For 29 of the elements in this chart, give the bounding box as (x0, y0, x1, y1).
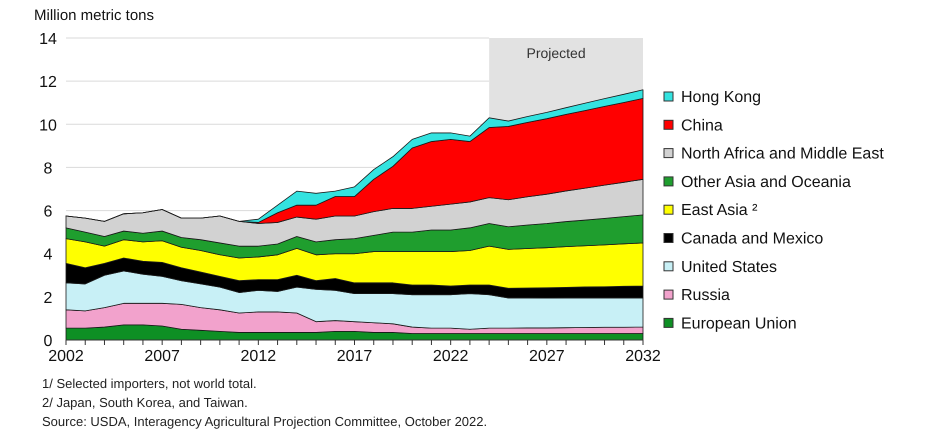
y-axis-title: Million metric tons (34, 7, 154, 24)
legend-label: Canada and Mexico (681, 230, 824, 248)
text: 2/ Japan, South Korea, and Taiwan. (42, 395, 248, 410)
x-tick-label: 2007 (144, 348, 180, 365)
x-tick-label: 2032 (625, 348, 661, 365)
legend-label: North Africa and Middle East (681, 146, 884, 163)
legend-label: Russia (681, 287, 730, 304)
y-tick-label: 10 (39, 117, 57, 134)
y-tick-label: 6 (44, 204, 53, 221)
x-tick-label: 2027 (529, 348, 565, 365)
y-tick-label: 0 (44, 333, 53, 350)
legend-label: Other Asia and Oceania (681, 174, 851, 191)
x-tick-label: 2012 (240, 348, 276, 365)
x-tick-label: 2002 (48, 348, 84, 365)
text: 1/ Selected importers, not world total. (42, 376, 257, 391)
legend-label: Hong Kong (681, 89, 762, 106)
y-tick-label: 12 (39, 74, 57, 92)
y-tick-label: 14 (39, 31, 57, 48)
legend-label: China (681, 117, 723, 134)
y-tick-label: 2 (44, 290, 53, 307)
legend-label: East Asia ² (681, 202, 758, 220)
y-tick-label: 8 (44, 160, 53, 178)
y-tick-label: 4 (44, 246, 53, 264)
x-tick-label: 2017 (336, 348, 372, 365)
legend-label: European Union (681, 315, 797, 332)
band-label: Projected (526, 45, 586, 61)
legend-label: United States (681, 258, 778, 276)
x-tick-label: 2022 (432, 348, 469, 365)
source-note: Source: USDA, Interagency Agricultural Projection Committee, October 2022. (42, 414, 488, 429)
